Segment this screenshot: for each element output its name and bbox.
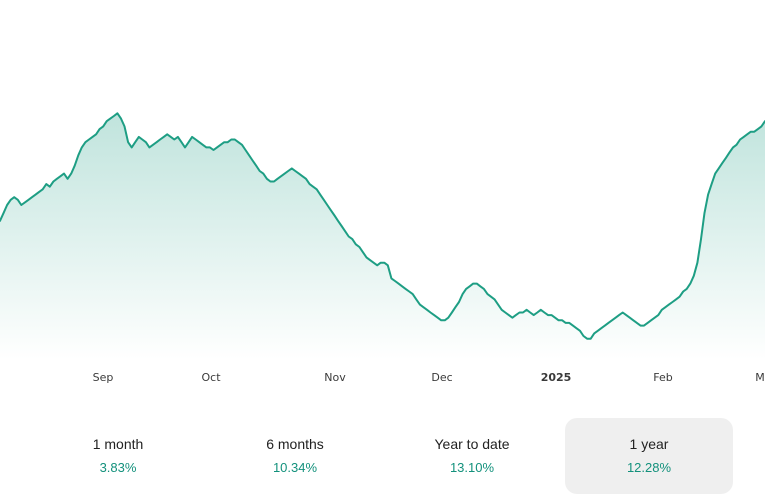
period-6-months[interactable]: 6 months 10.34% [211, 418, 379, 494]
chart-area-fill [0, 113, 765, 360]
period-return: 10.34% [272, 460, 318, 475]
price-chart[interactable]: Sep Oct Nov Dec 2025 Feb M [0, 0, 765, 390]
x-tick-2025: 2025 [541, 371, 572, 384]
chart-price-line [0, 112, 765, 340]
period-return: 12.28% [626, 460, 672, 475]
period-label: 1 year [629, 436, 669, 452]
period-1-month[interactable]: 1 month 3.83% [34, 418, 202, 494]
period-return: 13.10% [449, 460, 495, 475]
x-tick-oct: Oct [201, 371, 221, 384]
x-tick-dec: Dec [431, 371, 452, 384]
period-label: 6 months [266, 436, 324, 452]
period-label: Year to date [434, 436, 510, 452]
x-tick-nov: Nov [324, 371, 346, 384]
x-tick-mar: M [755, 371, 765, 384]
period-label: 1 month [92, 436, 144, 452]
period-return: 3.83% [99, 460, 137, 475]
x-axis-ticks: Sep Oct Nov Dec 2025 Feb M [93, 371, 765, 384]
period-year-to-date[interactable]: Year to date 13.10% [388, 418, 556, 494]
period-selector: 1 month 3.83% 6 months 10.34% Year to da… [0, 418, 765, 494]
period-1-year[interactable]: 1 year 12.28% [565, 418, 733, 494]
x-tick-sep: Sep [93, 371, 114, 384]
x-tick-feb: Feb [653, 371, 672, 384]
